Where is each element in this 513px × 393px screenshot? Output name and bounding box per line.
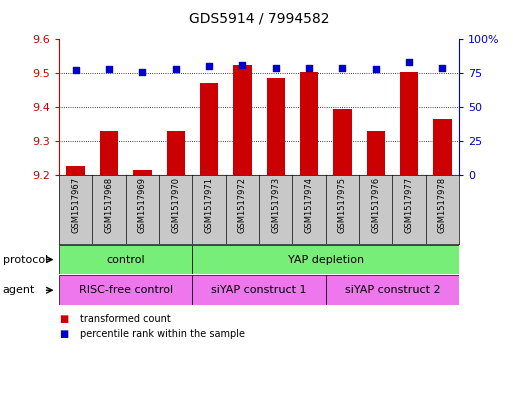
- Text: RISC-free control: RISC-free control: [78, 285, 173, 295]
- Point: [71, 67, 80, 73]
- Text: GSM1517978: GSM1517978: [438, 177, 447, 233]
- Point: [405, 59, 413, 66]
- Text: GSM1517974: GSM1517974: [305, 177, 313, 233]
- Point: [138, 69, 146, 75]
- Point: [438, 64, 446, 71]
- Text: GSM1517972: GSM1517972: [238, 177, 247, 233]
- Text: GSM1517967: GSM1517967: [71, 177, 80, 233]
- Bar: [300, 72, 318, 175]
- Point: [105, 66, 113, 72]
- Text: GSM1517976: GSM1517976: [371, 177, 380, 233]
- Bar: [192, 275, 326, 305]
- Bar: [233, 65, 251, 175]
- Point: [338, 64, 346, 71]
- Bar: [59, 275, 192, 305]
- Bar: [192, 245, 459, 274]
- Bar: [67, 166, 85, 175]
- Text: ■: ■: [59, 329, 68, 340]
- Text: transformed count: transformed count: [80, 314, 170, 324]
- Bar: [100, 131, 118, 175]
- Text: siYAP construct 2: siYAP construct 2: [345, 285, 440, 295]
- Text: protocol: protocol: [3, 255, 48, 264]
- Text: GSM1517968: GSM1517968: [105, 177, 113, 233]
- Bar: [133, 170, 151, 175]
- Text: ■: ■: [59, 314, 68, 324]
- Bar: [367, 132, 385, 175]
- Text: GSM1517975: GSM1517975: [338, 177, 347, 233]
- Point: [271, 64, 280, 71]
- Text: GSM1517973: GSM1517973: [271, 177, 280, 233]
- Point: [171, 66, 180, 72]
- Point: [305, 64, 313, 71]
- Bar: [333, 109, 351, 175]
- Text: GSM1517970: GSM1517970: [171, 177, 180, 233]
- Text: YAP depletion: YAP depletion: [288, 255, 364, 264]
- Bar: [400, 72, 418, 175]
- Text: GDS5914 / 7994582: GDS5914 / 7994582: [189, 12, 329, 26]
- Bar: [59, 245, 192, 274]
- Text: control: control: [106, 255, 145, 264]
- Text: GSM1517977: GSM1517977: [405, 177, 413, 233]
- Text: GSM1517969: GSM1517969: [138, 177, 147, 233]
- Text: percentile rank within the sample: percentile rank within the sample: [80, 329, 245, 340]
- Bar: [326, 275, 459, 305]
- Text: agent: agent: [3, 285, 35, 295]
- Bar: [167, 131, 185, 175]
- Point: [238, 62, 246, 68]
- Bar: [433, 119, 451, 175]
- Bar: [200, 83, 218, 175]
- Text: siYAP construct 1: siYAP construct 1: [211, 285, 307, 295]
- Bar: [267, 78, 285, 175]
- Point: [371, 66, 380, 72]
- Point: [205, 63, 213, 70]
- Text: GSM1517971: GSM1517971: [205, 177, 213, 233]
